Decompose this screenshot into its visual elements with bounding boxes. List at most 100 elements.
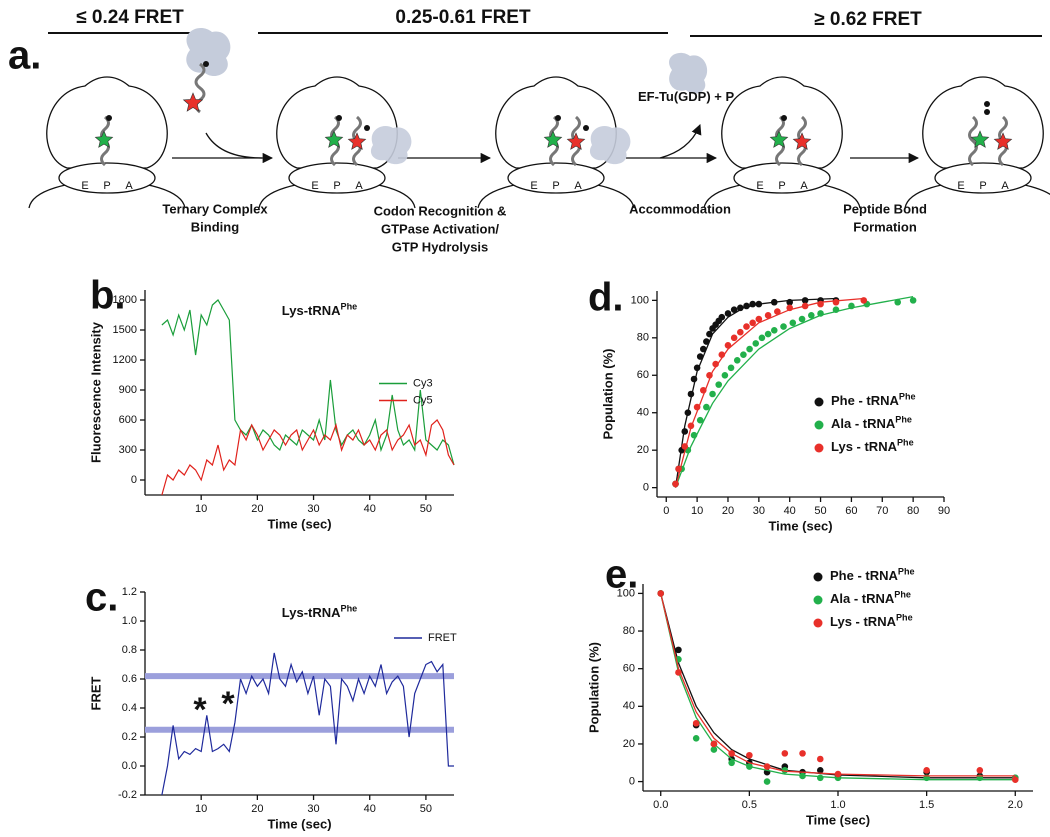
step-label: GTPase Activation/ bbox=[381, 221, 499, 236]
x-tick-label: 10 bbox=[691, 505, 703, 517]
data-point bbox=[728, 750, 735, 757]
site-label: E bbox=[756, 180, 763, 192]
diagram: ≤ 0.24 FRET 0.25-0.61 FRET ≥ 0.62 FRET a… bbox=[8, 7, 1042, 164]
legend-label-superscript: Phe bbox=[899, 392, 916, 402]
y-tick-label: 0.2 bbox=[122, 731, 137, 743]
data-point bbox=[755, 315, 763, 323]
x-tick-label: 40 bbox=[364, 803, 376, 815]
data-point bbox=[764, 312, 772, 319]
data-point bbox=[749, 319, 756, 327]
x-tick-label: 90 bbox=[938, 505, 950, 517]
data-point bbox=[770, 298, 778, 306]
data-point bbox=[780, 323, 787, 330]
site-label: P bbox=[979, 180, 986, 192]
data-point bbox=[798, 315, 806, 323]
data-point bbox=[710, 740, 718, 748]
legend-label-superscript: Phe bbox=[895, 415, 912, 425]
data-point bbox=[675, 646, 682, 654]
data-point bbox=[687, 422, 695, 430]
y-tick-label: 80 bbox=[623, 625, 635, 637]
data-point bbox=[832, 298, 840, 306]
data-point bbox=[786, 304, 793, 312]
legend-swatch bbox=[813, 572, 823, 582]
data-point bbox=[816, 767, 824, 774]
data-point bbox=[755, 300, 763, 308]
fit-curve bbox=[674, 297, 837, 488]
x-tick-label: 30 bbox=[753, 505, 765, 517]
y-tick-label: 900 bbox=[119, 384, 137, 396]
data-point bbox=[763, 778, 771, 785]
data-point bbox=[834, 770, 842, 778]
subunit-interface bbox=[58, 162, 156, 194]
data-point bbox=[699, 345, 707, 353]
site-label: E bbox=[81, 180, 88, 192]
legend-label: Ala - tRNAPhe bbox=[831, 415, 912, 432]
x-tick-label: 50 bbox=[814, 505, 826, 517]
red-star bbox=[566, 132, 586, 150]
data-point bbox=[721, 371, 729, 379]
y-tick-label: 100 bbox=[631, 294, 649, 306]
x-tick-label: 40 bbox=[784, 505, 796, 517]
release-text: EF-Tu(GDP) + P bbox=[638, 89, 735, 104]
x-tick-label: 1.5 bbox=[919, 799, 934, 811]
step-label: Codon Recognition & bbox=[374, 203, 507, 218]
site-label: E bbox=[957, 180, 964, 192]
arrow bbox=[205, 132, 263, 159]
peptide bbox=[106, 115, 112, 121]
legend-swatch bbox=[814, 397, 824, 407]
chart-title: Lys-tRNAPhe bbox=[282, 604, 357, 621]
data-point bbox=[715, 381, 723, 388]
panel-label: b. bbox=[90, 274, 126, 318]
x-tick-label: 0.5 bbox=[742, 799, 757, 811]
y-tick-label: 600 bbox=[119, 414, 137, 426]
x-tick-label: 20 bbox=[722, 505, 734, 517]
peptide bbox=[781, 115, 787, 121]
x-axis-label: Time (sec) bbox=[806, 812, 870, 827]
x-tick-label: 20 bbox=[251, 503, 263, 515]
legend-swatch bbox=[814, 443, 824, 453]
legend-label: Phe - tRNAPhe bbox=[831, 392, 916, 409]
data-point bbox=[781, 767, 789, 774]
y-tick-label: 300 bbox=[119, 444, 137, 456]
amino-acid bbox=[364, 125, 370, 131]
data-point bbox=[786, 298, 793, 306]
panel-label: e. bbox=[605, 553, 638, 597]
data-point bbox=[774, 308, 781, 315]
data-point bbox=[696, 353, 704, 360]
data-point bbox=[692, 719, 700, 727]
x-tick-label: 10 bbox=[195, 503, 207, 515]
x-tick-label: 80 bbox=[907, 505, 919, 517]
step-label: Formation bbox=[853, 219, 917, 234]
data-point bbox=[740, 351, 747, 358]
header: ≥ 0.62 FRET bbox=[814, 9, 922, 30]
red-star bbox=[347, 132, 367, 150]
ef-tu bbox=[669, 52, 708, 94]
panel-label: a. bbox=[8, 34, 41, 78]
subunit-interface bbox=[733, 162, 831, 194]
peptide bbox=[984, 109, 990, 115]
chart-title: Lys-tRNAPhe bbox=[282, 302, 357, 319]
data-point bbox=[693, 364, 701, 372]
chart-title-superscript: Phe bbox=[341, 302, 358, 312]
legend-label: Ala - tRNAPhe bbox=[830, 590, 911, 607]
site-label: A bbox=[1001, 180, 1009, 192]
ef-tu bbox=[186, 28, 231, 77]
annotation: * bbox=[193, 691, 207, 729]
data-point bbox=[696, 416, 704, 424]
legend-swatch bbox=[813, 595, 823, 605]
peptide bbox=[336, 115, 342, 121]
red-star bbox=[182, 92, 204, 112]
y-tick-label: 60 bbox=[623, 663, 635, 675]
data-point bbox=[752, 340, 760, 347]
site-label: A bbox=[800, 180, 808, 192]
data-point bbox=[894, 298, 902, 306]
x-tick-label: 30 bbox=[307, 803, 319, 815]
data-point bbox=[801, 297, 809, 304]
legend-label-main: Phe - tRNA bbox=[831, 393, 900, 408]
data-point bbox=[746, 763, 753, 770]
x-tick-label: 70 bbox=[876, 505, 888, 517]
data-point bbox=[860, 297, 868, 304]
data-point bbox=[703, 403, 710, 411]
y-tick-label: 0 bbox=[131, 474, 137, 486]
data-point bbox=[976, 767, 984, 774]
